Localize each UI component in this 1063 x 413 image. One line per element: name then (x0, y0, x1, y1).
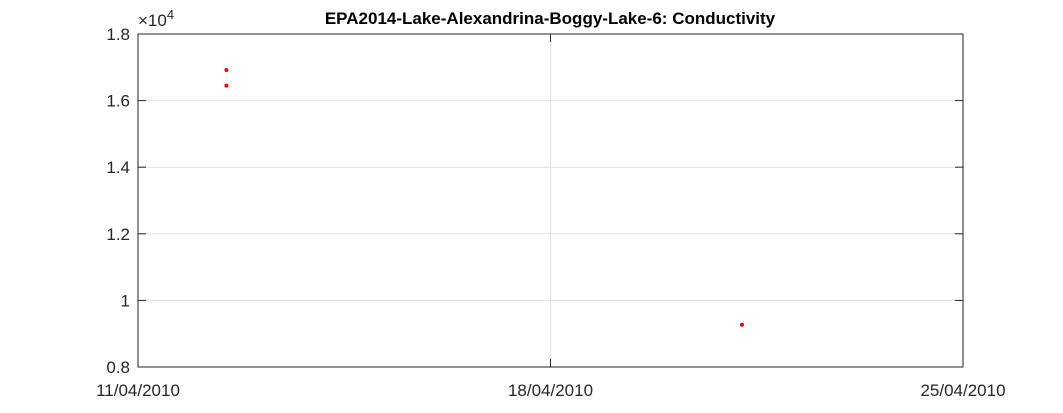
y-axis-exponent-power: 4 (167, 7, 174, 22)
y-axis-exponent-base: ×10 (138, 11, 167, 30)
x-tick-label: 11/04/2010 (96, 381, 180, 400)
data-points (224, 67, 745, 327)
y-tick-label: 1 (121, 291, 130, 310)
grid-lines (138, 34, 963, 367)
y-tick-label: 1.8 (106, 25, 130, 44)
data-point (740, 322, 745, 327)
chart-title: EPA2014-Lake-Alexandrina-Boggy-Lake-6: C… (325, 9, 776, 28)
y-tick-label: 1.6 (106, 92, 130, 111)
plot-frame (137, 33, 964, 368)
x-tick-label: 18/04/2010 (508, 381, 593, 400)
y-tick-label: 1.4 (106, 158, 130, 177)
y-tick-label: 0.8 (106, 358, 130, 377)
y-axis-exponent-label: ×104 (138, 7, 174, 30)
y-tick-label: 1.2 (106, 225, 130, 244)
x-tick-label: 25/04/2010 (920, 381, 1005, 400)
y-tick-labels: 0.8 1 1.2 1.4 1.6 1.8 (106, 25, 130, 377)
x-tick-labels: 11/04/2010 18/04/2010 25/04/2010 (96, 381, 1005, 400)
data-point (224, 67, 229, 72)
data-point (224, 83, 229, 88)
